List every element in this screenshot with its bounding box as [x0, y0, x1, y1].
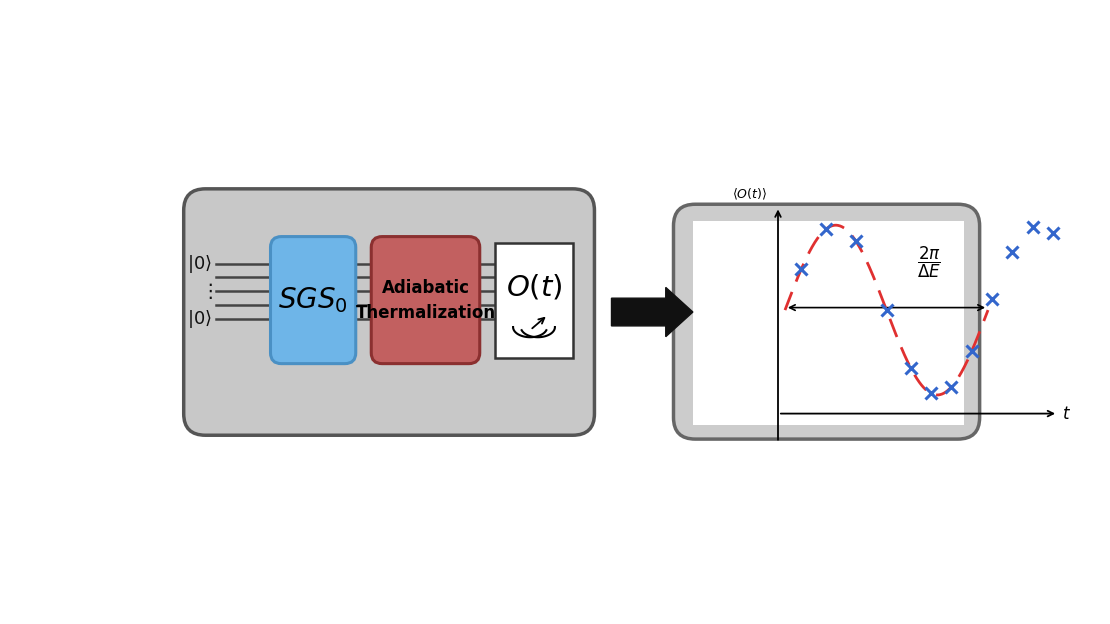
Text: $\vdots$: $\vdots$	[200, 281, 212, 301]
Text: $\langle O(t)\rangle$: $\langle O(t)\rangle$	[733, 187, 767, 202]
Text: $|0\rangle$: $|0\rangle$	[188, 308, 212, 330]
Text: $\mathit{O}(t)$: $\mathit{O}(t)$	[506, 272, 563, 301]
Bar	[495, 243, 573, 358]
Text: $\mathit{SGS}_0$: $\mathit{SGS}_0$	[279, 285, 347, 315]
FancyBboxPatch shape	[183, 189, 595, 436]
FancyBboxPatch shape	[371, 236, 480, 364]
Text: $|0\rangle$: $|0\rangle$	[188, 253, 212, 275]
FancyBboxPatch shape	[271, 236, 355, 364]
Text: $\dfrac{2\pi}{\Delta E}$: $\dfrac{2\pi}{\Delta E}$	[917, 245, 940, 280]
Text: Adiabatic
Thermalization: Adiabatic Thermalization	[355, 278, 495, 321]
Bar	[693, 221, 965, 425]
Polygon shape	[612, 288, 693, 337]
FancyBboxPatch shape	[674, 204, 980, 439]
Text: $t$: $t$	[1061, 404, 1070, 422]
